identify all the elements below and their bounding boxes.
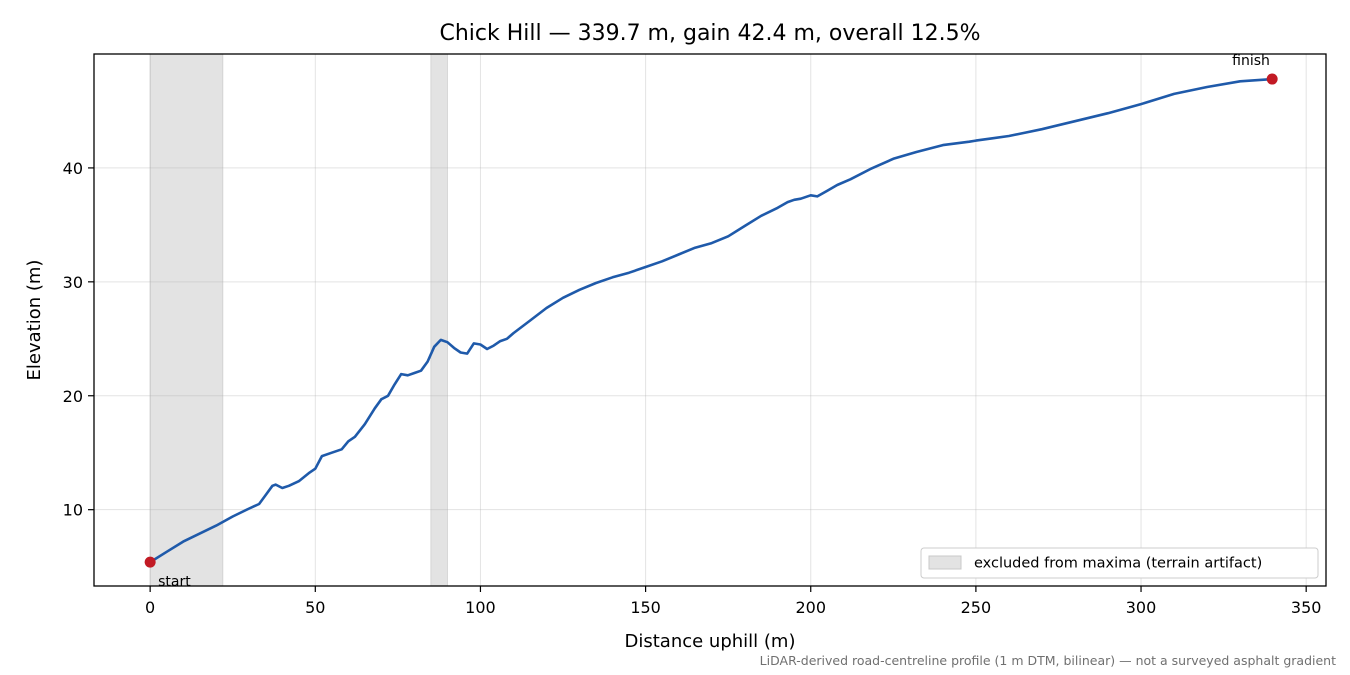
grid xyxy=(94,54,1326,586)
elevation-line xyxy=(148,77,1274,564)
y-tick-label: 20 xyxy=(63,387,83,406)
start-marker xyxy=(144,556,156,568)
x-tick-label: 150 xyxy=(630,598,661,617)
excluded-range-0 xyxy=(149,53,224,587)
x-tick-label: 300 xyxy=(1126,598,1157,617)
start-label: start xyxy=(158,574,191,590)
x-tick-label: 50 xyxy=(305,598,325,617)
finish-label: finish xyxy=(1232,53,1270,69)
y-tick-label: 40 xyxy=(63,159,83,178)
y-axis-ticks: 10 20 30 40 xyxy=(63,159,94,520)
legend-box xyxy=(920,547,1319,579)
series-layer xyxy=(148,77,1274,564)
plot-frame xyxy=(93,53,1327,587)
footnote: LiDAR-derived road-centreline profile (1… xyxy=(760,653,1336,668)
excluded-ranges xyxy=(149,53,448,587)
finish-marker xyxy=(1266,73,1278,85)
x-tick-label: 250 xyxy=(961,598,992,617)
x-tick-label: 350 xyxy=(1291,598,1322,617)
excluded-range-1 xyxy=(430,53,448,587)
y-tick-label: 10 xyxy=(63,501,83,520)
y-tick-label: 30 xyxy=(63,273,83,292)
x-tick-label: 0 xyxy=(145,598,155,617)
x-axis-label: Distance uphill (m) xyxy=(625,631,796,652)
y-axis-label: Elevation (m) xyxy=(24,260,45,381)
legend: excluded from maxima (terrain artifact) xyxy=(920,547,1319,579)
legend-entry-excluded: excluded from maxima (terrain artifact) xyxy=(974,556,1262,572)
x-tick-label: 100 xyxy=(465,598,496,617)
legend-swatch-excluded xyxy=(928,555,962,570)
chart-title: Chick Hill — 339.7 m, gain 42.4 m, overa… xyxy=(439,21,980,46)
x-axis-ticks: 0 50 100 150 200 250 300 350 xyxy=(145,586,1321,617)
x-tick-label: 200 xyxy=(795,598,826,617)
